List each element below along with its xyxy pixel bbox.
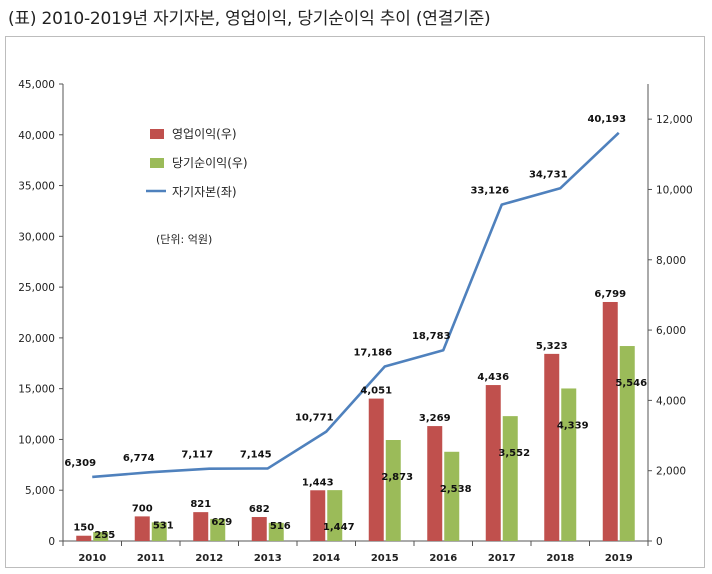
net-income-label: 4,339 bbox=[557, 420, 589, 431]
equity-label: 18,783 bbox=[412, 331, 451, 342]
bar-net-income bbox=[385, 440, 401, 541]
bar-operating-profit bbox=[368, 398, 384, 541]
legend-label-net-income: 당기순이익(우) bbox=[172, 156, 248, 170]
x-tick-label: 2010 bbox=[78, 553, 106, 564]
equity-label: 10,771 bbox=[295, 413, 334, 424]
bar-operating-profit bbox=[544, 353, 560, 541]
axes: 0 5,000 10,000 15,000 20,000 25,000 30,000 35,0… bbox=[18, 79, 693, 564]
x-tick-label: 2018 bbox=[546, 553, 574, 564]
legend-label-equity: 자기자본(좌) bbox=[172, 185, 237, 199]
bar-operating-profit bbox=[134, 516, 150, 541]
legend-swatch-net-income bbox=[150, 158, 164, 168]
x-tick-label: 2013 bbox=[254, 553, 282, 564]
left-tick-label: 10,000 bbox=[18, 434, 55, 446]
legend-label-operating-profit: 영업이익(우) bbox=[172, 127, 237, 141]
x-tick-label: 2017 bbox=[488, 553, 516, 564]
equity-label: 6,309 bbox=[64, 458, 96, 469]
left-tick-label: 0 bbox=[48, 536, 55, 548]
line-series bbox=[92, 131, 620, 479]
right-tick-label: 12,000 bbox=[656, 114, 693, 126]
right-tick-label: 6,000 bbox=[656, 325, 686, 337]
operating-profit-label: 6,799 bbox=[594, 289, 626, 300]
bar-operating-profit bbox=[251, 517, 267, 541]
net-income-label: 629 bbox=[211, 517, 232, 528]
equity-label: 7,117 bbox=[181, 450, 213, 461]
operating-profit-label: 1,443 bbox=[302, 477, 334, 488]
operating-profit-label: 4,436 bbox=[477, 372, 509, 383]
bar-net-income bbox=[268, 522, 284, 541]
bar-net-income bbox=[502, 416, 518, 541]
bar-operating-profit bbox=[76, 535, 92, 541]
equity-line bbox=[92, 131, 620, 479]
equity-label: 6,774 bbox=[123, 453, 155, 464]
bars bbox=[76, 301, 635, 541]
bar-operating-profit bbox=[193, 512, 209, 541]
x-tick-label: 2015 bbox=[371, 553, 399, 564]
x-tick-label: 2019 bbox=[605, 553, 633, 564]
bar-net-income bbox=[444, 451, 460, 541]
left-tick-label: 30,000 bbox=[18, 231, 55, 243]
bar-net-income bbox=[327, 490, 343, 541]
bar-net-income bbox=[93, 532, 109, 541]
net-income-label: 3,552 bbox=[498, 448, 530, 459]
net-income-label: 516 bbox=[270, 521, 291, 532]
bar-operating-profit bbox=[427, 426, 443, 541]
net-income-label: 255 bbox=[94, 530, 115, 541]
chart-frame bbox=[5, 36, 705, 568]
bar-operating-profit bbox=[602, 301, 618, 541]
bar-net-income bbox=[619, 346, 635, 541]
chart-title: (표) 2010-2019년 자기자본, 영업이익, 당기순이익 추이 (연결기… bbox=[8, 9, 491, 29]
operating-profit-label: 700 bbox=[132, 503, 153, 514]
net-income-label: 1,447 bbox=[323, 522, 355, 533]
legend: 영업이익(우) 당기순이익(우) 자기자본(좌) (단위: 억원) bbox=[146, 127, 248, 246]
right-tick-label: 4,000 bbox=[656, 395, 686, 407]
left-tick-label: 15,000 bbox=[18, 384, 55, 396]
unit-note: (단위: 억원) bbox=[156, 233, 212, 246]
data-labels: 150 700 821 682 1,443 4,051 3,269 4,436 5,323 6,7… bbox=[64, 114, 647, 541]
x-tick-label: 2014 bbox=[312, 553, 340, 564]
left-tick-label: 5,000 bbox=[25, 485, 55, 497]
equity-label: 7,145 bbox=[240, 449, 272, 460]
x-tick-label: 2016 bbox=[429, 553, 457, 564]
left-tick-label: 35,000 bbox=[18, 181, 55, 193]
bar-net-income bbox=[561, 388, 577, 541]
operating-profit-label: 682 bbox=[249, 504, 270, 515]
bar-operating-profit bbox=[310, 490, 326, 541]
operating-profit-label: 3,269 bbox=[419, 413, 451, 424]
left-tick-label: 25,000 bbox=[18, 282, 55, 294]
right-tick-label: 8,000 bbox=[656, 255, 686, 267]
right-tick-label: 10,000 bbox=[656, 184, 693, 196]
left-tick-label: 20,000 bbox=[18, 333, 55, 345]
operating-profit-label: 150 bbox=[73, 523, 94, 534]
net-income-label: 531 bbox=[153, 520, 174, 531]
left-tick-label: 45,000 bbox=[18, 79, 55, 91]
right-tick-label: 2,000 bbox=[656, 466, 686, 478]
net-income-label: 5,546 bbox=[615, 378, 647, 389]
net-income-label: 2,538 bbox=[440, 484, 472, 495]
bar-operating-profit bbox=[485, 385, 501, 541]
equity-label: 40,193 bbox=[587, 114, 626, 125]
bar-net-income bbox=[151, 522, 167, 541]
operating-profit-label: 821 bbox=[190, 499, 211, 510]
left-tick-label: 40,000 bbox=[18, 130, 55, 142]
equity-label: 17,186 bbox=[353, 347, 392, 358]
equity-label: 33,126 bbox=[470, 186, 509, 197]
right-tick-label: 0 bbox=[656, 536, 663, 548]
equity-label: 34,731 bbox=[529, 169, 568, 180]
operating-profit-label: 5,323 bbox=[536, 341, 568, 352]
operating-profit-label: 4,051 bbox=[360, 386, 392, 397]
x-tick-label: 2012 bbox=[195, 553, 223, 564]
legend-swatch-operating-profit bbox=[150, 129, 164, 139]
x-tick-label: 2011 bbox=[137, 553, 165, 564]
bar-net-income bbox=[210, 518, 226, 541]
net-income-label: 2,873 bbox=[381, 472, 413, 483]
